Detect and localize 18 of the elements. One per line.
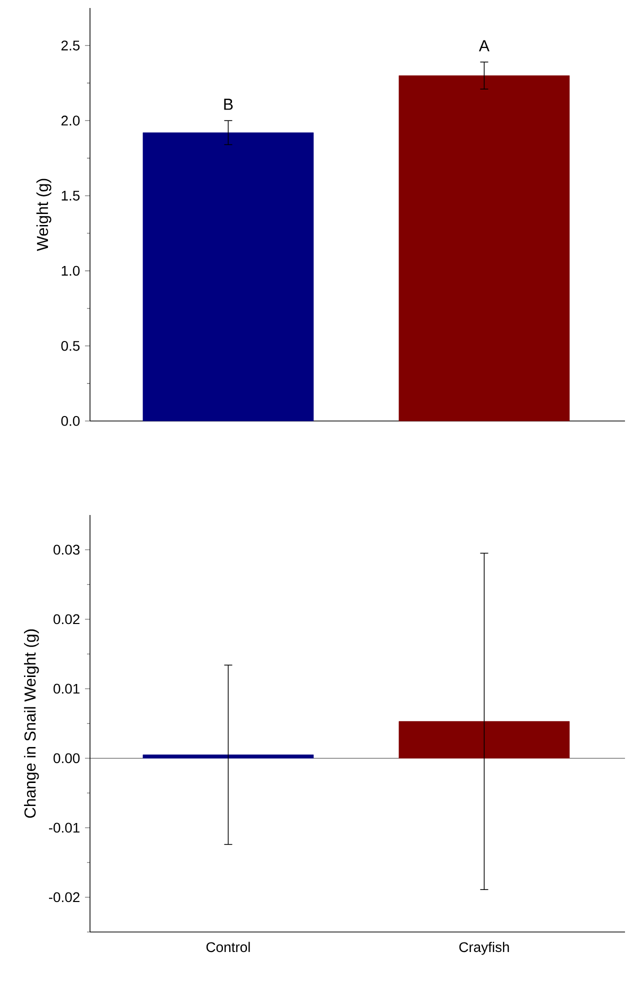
y-tick-label: 2.5: [61, 40, 80, 50]
y-tick-label: 0.0: [61, 416, 80, 426]
y-axis-title: Change in Snail Weight (g): [24, 629, 39, 818]
y-tick-label: -0.01: [48, 822, 80, 833]
annotation: B: [224, 98, 233, 110]
y-tick-label: 0.01: [54, 684, 80, 694]
y-tick-label: 0.03: [54, 544, 80, 555]
y-tick-label: 0.00: [54, 753, 80, 764]
y-tick-label: 1.5: [62, 190, 80, 201]
y-tick-label: 2.0: [61, 116, 80, 126]
y-axis-title: Weight (g): [36, 178, 52, 252]
y-tick-label: 0.5: [61, 340, 80, 351]
y-tick-label: 1.0: [62, 266, 80, 276]
y-tick-label: -0.02: [48, 892, 80, 902]
y-tick-label: 0.02: [54, 614, 80, 624]
annotation: A: [478, 40, 490, 52]
x-tick-label: Crayfish: [459, 942, 509, 955]
x-tick-label: Control: [206, 942, 250, 952]
